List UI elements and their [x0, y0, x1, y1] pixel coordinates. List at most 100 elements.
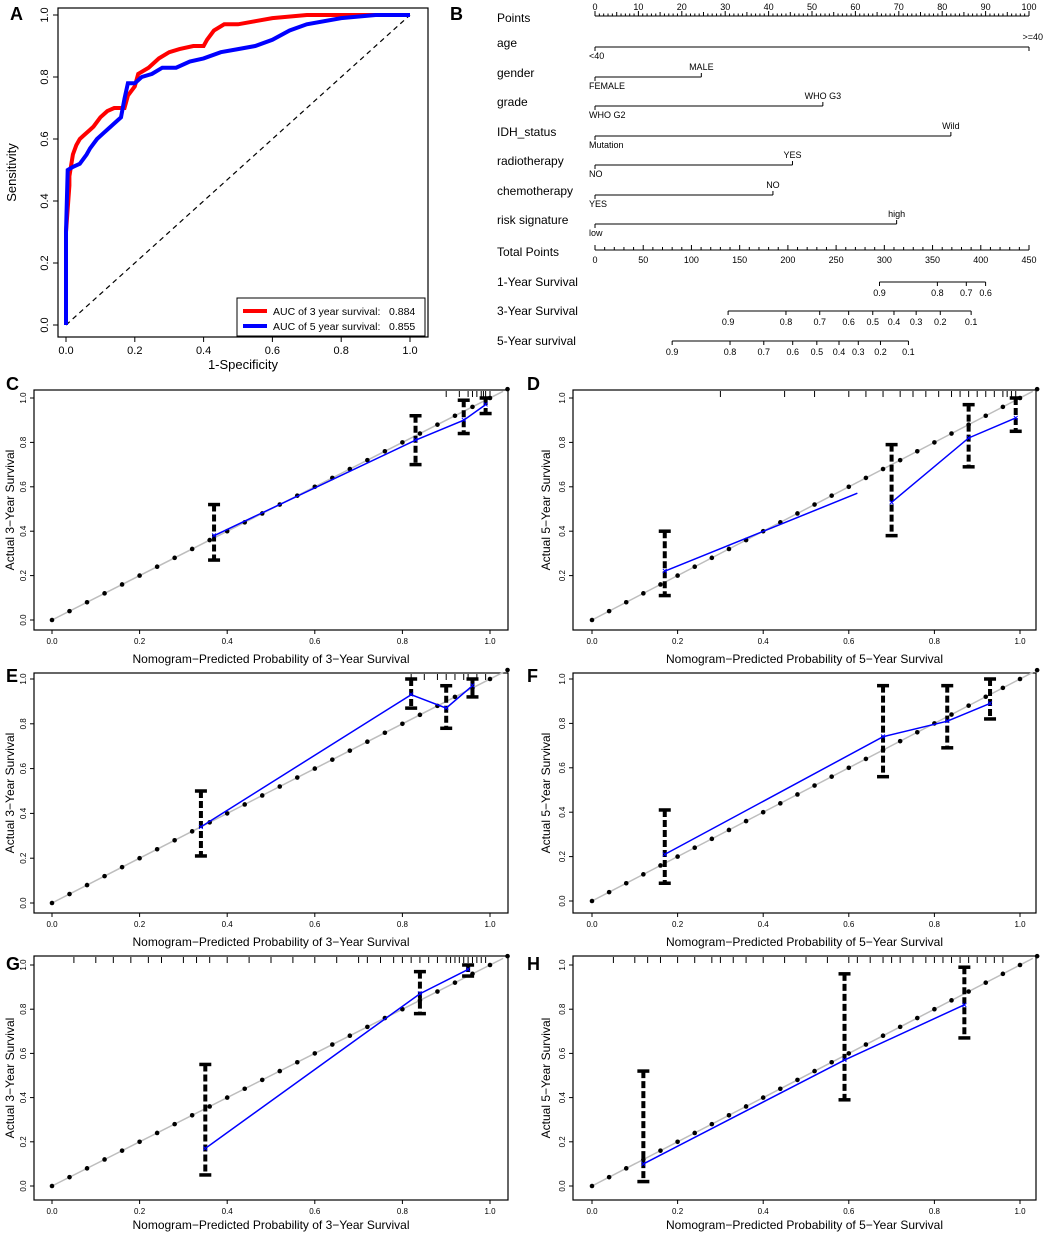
y-tick-label: 1.0 — [558, 392, 567, 404]
panel-d: D 0.0 0.2 0.4 0.6 0.8 1.0 0.2 0.4 0.6 0.8 1.0 Nomog… — [527, 374, 1040, 666]
points-tick-label: 80 — [937, 2, 947, 12]
reference-dot — [726, 1112, 732, 1118]
x-tick-label: 0.0 — [58, 345, 73, 357]
y-tick-label: 0.6 — [19, 481, 28, 493]
x-tick-label: 0.4 — [222, 920, 234, 929]
y-tick-label: 0.8 — [558, 1003, 567, 1015]
reference-dot — [242, 802, 248, 807]
panel-a: A 0.0 0.2 0.4 0.6 0.8 1.0 0.0 0.2 0.4 0.6 0.8 1.0 1-… — [4, 4, 429, 372]
total-points-tick-label: 100 — [684, 255, 699, 265]
calibration-point-marker: × — [966, 433, 971, 443]
reference-dot — [224, 1095, 230, 1100]
reference-dot — [863, 475, 869, 481]
y-tick-label: 1.0 — [19, 673, 28, 685]
x-tick-label: 0.6 — [843, 1207, 855, 1216]
reference-dot — [606, 889, 612, 895]
total-points-tick-label: 450 — [1021, 255, 1036, 265]
calibration-point-marker: × — [470, 681, 475, 691]
reference-dot — [949, 431, 954, 436]
calibration-line — [204, 968, 469, 1150]
survival-tick-label: 0.5 — [867, 317, 880, 327]
reference-dot — [259, 793, 265, 798]
y-tick-label: 0.8 — [19, 436, 28, 448]
reference-dot — [84, 599, 90, 605]
y-axis-title: Actual 5−Year Survival — [539, 1018, 553, 1139]
y-tick-label: 0.6 — [558, 1047, 567, 1059]
reference-dot — [1034, 667, 1040, 673]
survival-tick-label: 0.1 — [965, 317, 978, 327]
reference-dot — [119, 1148, 125, 1153]
reference-dot — [435, 422, 440, 427]
x-tick-label: 0.2 — [672, 637, 684, 646]
panel-letter-d: D — [527, 374, 540, 394]
legend-label: AUC of 3 year survival: — [273, 306, 380, 318]
reference-dot — [726, 827, 732, 833]
survival-tick-label: 0.5 — [811, 347, 824, 357]
reference-dot — [795, 511, 800, 516]
plot-frame — [572, 389, 1037, 631]
nomogram-row-label: 3-Year Survival — [497, 304, 578, 318]
survival-tick-label: 0.7 — [960, 288, 973, 298]
reference-dot — [966, 989, 971, 994]
y-tick-label: 1.0 — [558, 673, 567, 685]
reference-dot — [224, 811, 230, 816]
points-tick-label: 100 — [1021, 2, 1036, 12]
calibration-point-marker: × — [203, 1143, 208, 1153]
reference-dot — [242, 1086, 248, 1092]
reference-dot — [505, 667, 510, 673]
y-axis-title: Actual 3−Year Survival — [3, 450, 17, 571]
calibration-point-marker: × — [198, 822, 203, 832]
y-tick-label: 0.6 — [19, 762, 28, 774]
reference-dot — [400, 440, 405, 445]
x-axis-title: Nomogram−Predicted Probability of 5−Year… — [666, 652, 943, 666]
x-tick-label: 0.0 — [586, 637, 598, 646]
variable-level-label: Wild — [942, 121, 960, 131]
panel-letter-f: F — [527, 666, 538, 686]
reference-dot — [505, 386, 510, 392]
calibration-point-marker: × — [409, 690, 414, 700]
x-tick-label: 0.4 — [222, 637, 234, 646]
reference-dot — [812, 783, 817, 788]
y-tick-label: 0.2 — [19, 1136, 28, 1148]
x-tick-label: 0.8 — [397, 637, 409, 646]
reference-dot — [658, 863, 663, 868]
total-points-tick-label: 400 — [973, 255, 988, 265]
calibration-plot-c: 0.0 0.2 0.4 0.6 0.8 1.0 0.0 0.2 0.4 0.6 0.8 1.0 Nomo… — [3, 386, 510, 666]
variable-level-label: NO — [766, 180, 780, 190]
reference-dot — [1034, 953, 1040, 959]
x-axis-title: Nomogram−Predicted Probability of 5−Year… — [666, 935, 943, 949]
reference-dot — [347, 748, 353, 753]
x-tick-label: 1.0 — [402, 345, 417, 357]
x-tick-label: 0.2 — [127, 345, 142, 357]
reference-dot — [119, 864, 125, 870]
calibration-plot-g: 0.0 0.2 0.4 0.6 0.8 1.0 0.0 0.2 0.4 0.6 0.8 1.0 Nomo… — [3, 953, 510, 1232]
calibration-point-marker: × — [461, 415, 466, 425]
reference-dot — [863, 1042, 869, 1047]
reference-dot — [623, 599, 629, 605]
x-tick-label: 0.8 — [929, 637, 941, 646]
reference-dot — [154, 1130, 160, 1136]
calibration-point-marker: × — [842, 1055, 847, 1065]
calibration-point-marker: × — [211, 531, 216, 541]
reference-dot — [277, 1068, 283, 1074]
survival-tick-label: 0.8 — [780, 317, 793, 327]
reference-dot — [487, 676, 493, 682]
x-tick-label: 1.0 — [484, 1207, 496, 1216]
calibration-point-marker: × — [465, 964, 470, 974]
y-tick-label: 0.8 — [19, 718, 28, 730]
x-tick-label: 0.4 — [758, 637, 770, 646]
reference-dot — [452, 694, 458, 700]
x-tick-label: 0.6 — [309, 920, 321, 929]
calibration-point-marker: × — [962, 1000, 967, 1010]
reference-dot — [760, 809, 766, 815]
total-points-tick-label: 0 — [592, 255, 597, 265]
calibration-point-marker: × — [413, 435, 418, 445]
y-axis-title: Actual 3−Year Survival — [3, 733, 17, 854]
reference-dot — [172, 555, 177, 561]
reference-dot — [675, 854, 680, 859]
panel-c: C 0.0 0.2 0.4 0.6 0.8 1.0 0.0 0.2 0.4 0.6 0.8 1.0 No… — [3, 374, 510, 666]
reference-dot — [709, 836, 715, 842]
variable-level-label: Mutation — [589, 140, 624, 150]
reference-dot — [67, 891, 72, 897]
